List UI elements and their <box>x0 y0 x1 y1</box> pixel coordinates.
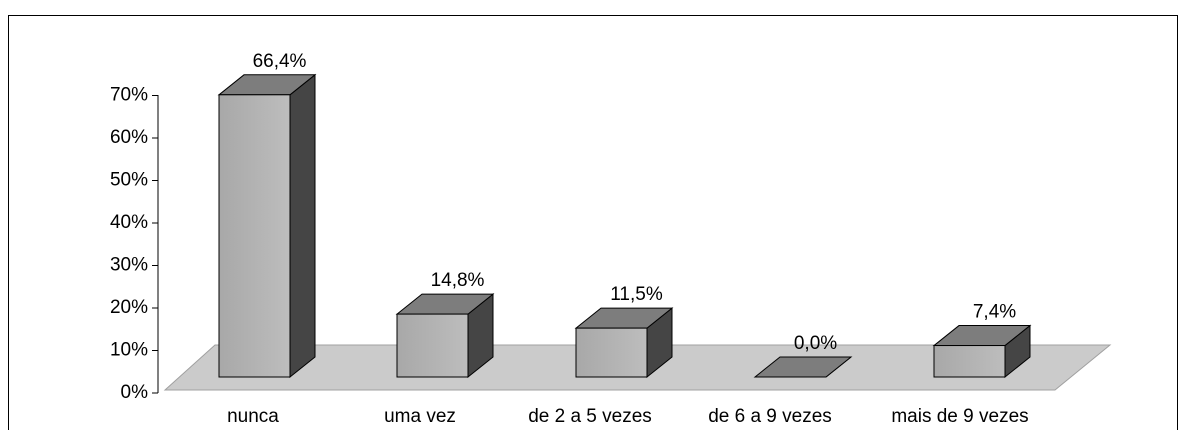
y-tick-label: 60% <box>110 127 148 148</box>
value-label: 11,5% <box>610 284 663 305</box>
bar <box>933 345 1006 378</box>
y-tick-label: 30% <box>110 255 148 276</box>
y-tick-label: 0% <box>121 382 149 403</box>
y-tick-label: 20% <box>110 297 148 318</box>
y-tick-label: 70% <box>110 85 148 106</box>
value-label: 0,0% <box>794 333 837 354</box>
value-label: 14,8% <box>431 270 485 291</box>
chart-frame <box>8 15 1178 430</box>
x-tick-label: uma vez <box>384 406 456 427</box>
x-tick-label: mais de 9 vezes <box>891 406 1028 427</box>
x-tick-label: de 2 a 5 vezes <box>528 406 652 427</box>
value-label: 66,4% <box>253 51 307 72</box>
bar-top <box>753 356 853 378</box>
y-tick-label: 10% <box>110 340 148 361</box>
x-tick-label: nunca <box>227 406 279 427</box>
value-label: 7,4% <box>973 302 1016 323</box>
bar <box>396 313 469 378</box>
x-tick-label: de 6 a 9 vezes <box>708 406 832 427</box>
y-tick-label: 50% <box>110 170 148 191</box>
bar <box>575 327 648 378</box>
bar-side <box>289 73 316 379</box>
bar <box>218 94 291 378</box>
y-tick-label: 40% <box>110 212 148 233</box>
